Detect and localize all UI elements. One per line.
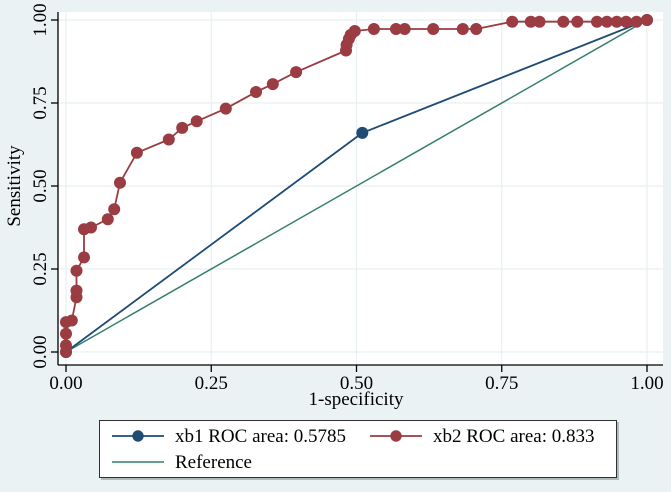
reference-line-key bbox=[112, 461, 164, 463]
plot-area-background bbox=[58, 12, 663, 365]
y-tick-label: 0.50 bbox=[30, 169, 51, 202]
series-xb2-marker bbox=[60, 339, 72, 352]
series-xb2-marker bbox=[591, 15, 603, 28]
series-xb2-marker bbox=[162, 133, 175, 146]
series-xb2-marker bbox=[557, 15, 570, 28]
series-xb2-marker bbox=[70, 284, 83, 297]
series-xb2-marker bbox=[524, 15, 537, 28]
series-xb2-marker bbox=[620, 15, 633, 28]
x-tick-label: 1.00 bbox=[630, 373, 663, 394]
y-tick-label: 0.00 bbox=[30, 335, 51, 368]
x-tick-label: 0.00 bbox=[49, 373, 82, 394]
series-xb2-marker bbox=[630, 15, 643, 28]
series-layer bbox=[60, 14, 653, 358]
y-tick-label: 0.75 bbox=[30, 86, 51, 119]
series-xb2-marker bbox=[456, 23, 469, 35]
series-xb2-marker bbox=[600, 15, 613, 28]
legend-entry-xb2: xb2 ROC area: 0.833 bbox=[358, 427, 616, 446]
series-xb2-marker bbox=[427, 23, 440, 35]
series-xb2-marker bbox=[571, 15, 584, 28]
x-tick-label: 0.75 bbox=[485, 373, 518, 394]
legend-label-xb2: xb2 ROC area: 0.833 bbox=[433, 425, 595, 447]
series-xb2-marker bbox=[176, 121, 189, 134]
legend-entry-reference: Reference bbox=[100, 453, 358, 472]
series-xb2-marker bbox=[60, 327, 72, 340]
series-xb2-marker bbox=[610, 15, 623, 28]
y-tick-label: 1.00 bbox=[30, 3, 51, 36]
x-tick-label: 0.25 bbox=[195, 373, 228, 394]
series-xb2-marker bbox=[101, 213, 114, 226]
series-xb2-marker bbox=[130, 146, 143, 159]
x-tick-label: 0.50 bbox=[340, 373, 373, 394]
axis-layer: 0.00 0.25 0.50 0.75 1.00 0.00 0.25 0.50 0.75 1.00 bbox=[30, 3, 664, 394]
legend: xb1 ROC area: 0.5785 xb2 ROC area: 0.833… bbox=[99, 420, 617, 478]
series-xb2-marker bbox=[390, 23, 402, 35]
series-xb2-marker bbox=[470, 23, 483, 35]
series-xb2-marker bbox=[250, 86, 262, 98]
x-axis-title: 1-specificity bbox=[309, 389, 404, 410]
legend-entry-xb1: xb1 ROC area: 0.5785 bbox=[100, 427, 358, 446]
series-xb2-marker bbox=[219, 102, 232, 115]
series-xb2-marker bbox=[367, 23, 380, 35]
series-xb2-marker bbox=[266, 78, 279, 91]
xb1-line-marker-key bbox=[112, 430, 164, 442]
series-xb2-marker bbox=[290, 66, 303, 79]
series-reference-line bbox=[65, 19, 648, 353]
series-xb2-marker bbox=[348, 25, 361, 37]
series-xb2-marker bbox=[78, 251, 90, 264]
series-xb2-marker bbox=[70, 264, 83, 277]
y-tick-label: 0.25 bbox=[30, 252, 51, 285]
series-xb2-marker bbox=[85, 221, 97, 234]
plot-background-layer bbox=[58, 12, 663, 365]
series-xb2-marker bbox=[190, 115, 203, 128]
xb2-line-marker-key bbox=[370, 430, 422, 442]
legend-label-reference: Reference bbox=[175, 451, 252, 473]
series-xb2-marker bbox=[506, 15, 519, 28]
y-axis-title: Sensitivity bbox=[4, 145, 25, 227]
roc-plot: 0.00 0.25 0.50 0.75 1.00 0.00 0.25 0.50 0.75 1.00… bbox=[4, 3, 664, 410]
series-xb2-marker bbox=[641, 14, 653, 26]
series-xb2-marker bbox=[533, 15, 546, 28]
series-xb2-marker bbox=[65, 314, 78, 327]
series-xb2-marker bbox=[398, 23, 411, 35]
series-xb2-marker bbox=[114, 176, 126, 189]
series-xb1-marker bbox=[356, 126, 369, 139]
legend-label-xb1: xb1 ROC area: 0.5785 bbox=[175, 425, 346, 447]
series-xb2-marker bbox=[108, 203, 121, 216]
